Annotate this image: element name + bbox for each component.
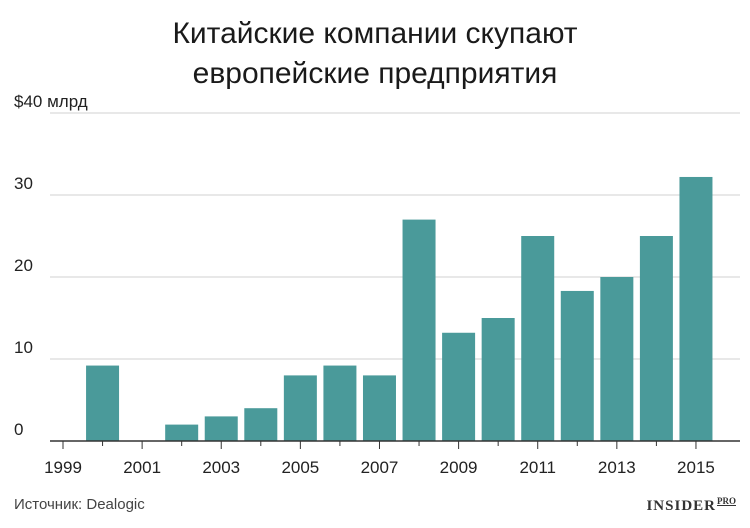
- bar-2011: [521, 236, 555, 441]
- bar-2000: [86, 365, 120, 441]
- bar-2003: [204, 416, 238, 441]
- bar-2002: [165, 424, 199, 441]
- title-line-2: европейские предприятия: [192, 57, 558, 90]
- bar-2008: [402, 219, 436, 441]
- bar-2015: [679, 176, 713, 441]
- bar-2014: [639, 236, 673, 441]
- chart-title: Китайские компании скупают европейские п…: [0, 14, 750, 94]
- x-tick-label: 2009: [440, 458, 478, 477]
- y-tick-label: 30: [14, 174, 33, 193]
- x-tick-label: 2015: [677, 458, 715, 477]
- y-tick-label: 10: [14, 338, 33, 357]
- x-tick-label: 2003: [202, 458, 240, 477]
- x-tick-label: 2001: [123, 458, 161, 477]
- bar-2009: [442, 332, 476, 441]
- y-tick-label: 0: [14, 420, 23, 439]
- x-tick-label: 2013: [598, 458, 636, 477]
- bar-2004: [244, 408, 278, 441]
- y-tick-label: 20: [14, 256, 33, 275]
- title-line-1: Китайские компании скупают: [172, 17, 578, 50]
- source-note: Источник: Dealogic: [14, 496, 145, 513]
- logo-text: INSIDER: [646, 498, 716, 514]
- bar-2013: [600, 277, 634, 441]
- bar-2012: [560, 290, 594, 441]
- bar-2007: [362, 375, 396, 441]
- publisher-logo: INSIDERPRO: [646, 496, 736, 515]
- x-tick-label: 1999: [44, 458, 82, 477]
- y-tick-label: $40 млрд: [14, 92, 88, 111]
- x-tick-label: 2005: [281, 458, 319, 477]
- bar-2010: [481, 318, 515, 441]
- x-tick-label: 2011: [519, 458, 556, 477]
- bar-2005: [283, 375, 317, 441]
- bar-2006: [323, 365, 357, 441]
- logo-sup: PRO: [717, 496, 736, 506]
- x-tick-label: 2007: [361, 458, 399, 477]
